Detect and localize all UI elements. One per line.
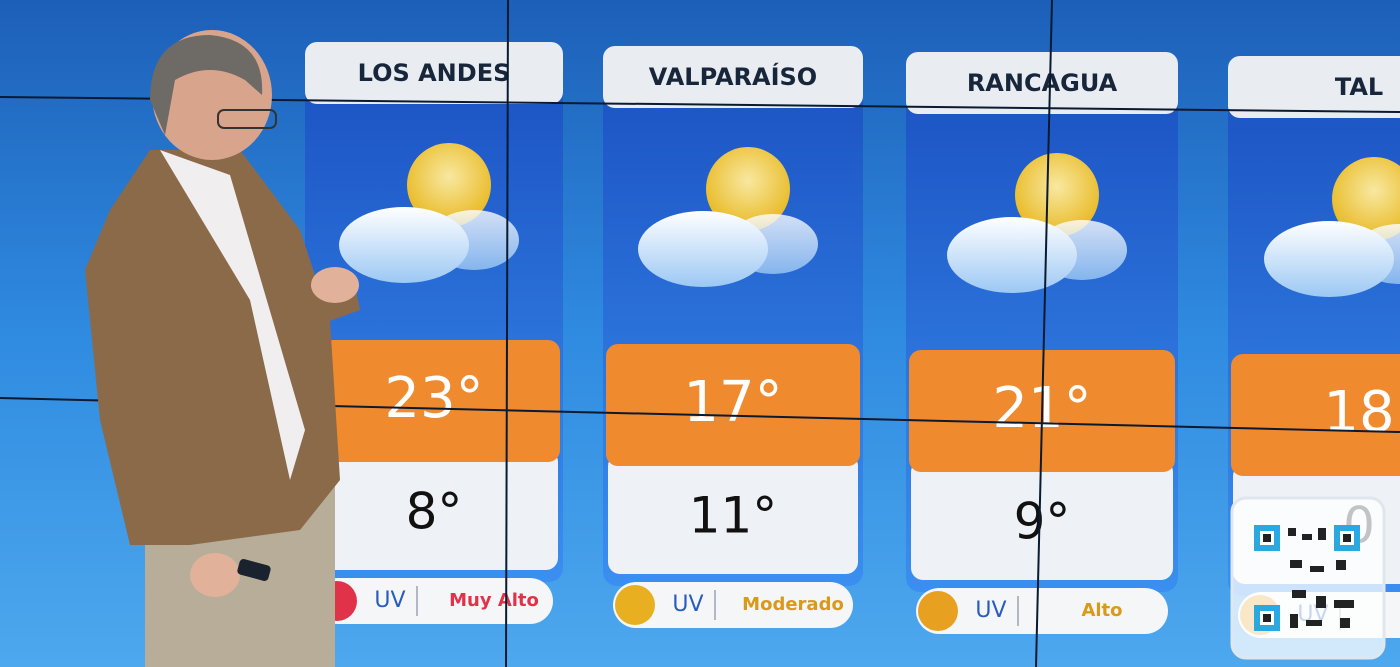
city-name: VALPARAÍSO	[649, 62, 817, 91]
uv-pill	[613, 582, 853, 628]
city-name: TAL	[1335, 73, 1383, 101]
qr-code	[1230, 496, 1386, 660]
uv-level: Muy Alto	[449, 590, 539, 611]
city-header	[603, 46, 863, 108]
forecast-cards: LOS ANDES 23° 8° UV Muy Alto VALPARAÍSO 17° 11°…	[305, 42, 1400, 638]
low-panel	[608, 454, 858, 574]
low-panel	[911, 460, 1173, 580]
sun-icon	[407, 143, 491, 227]
high-temp: 17°	[683, 370, 782, 435]
uv-pill	[916, 588, 1168, 634]
uv-label: UV	[672, 592, 703, 617]
high-panel	[1231, 354, 1400, 476]
sun-icon	[1332, 157, 1400, 241]
uv-label: UV	[374, 588, 405, 613]
forecast-card: LOS ANDES 23° 8° UV Muy Alto	[305, 42, 563, 624]
city-name: RANCAGUA	[967, 69, 1118, 97]
city-name: LOS ANDES	[358, 59, 511, 87]
uv-level: Alto	[1081, 600, 1122, 621]
forecast-card: VALPARAÍSO 17° 11° UV Moderado	[603, 46, 863, 628]
presenter	[85, 30, 360, 667]
cloud-icon	[947, 217, 1077, 293]
sun-icon	[706, 147, 790, 231]
city-header	[906, 52, 1178, 114]
uv-label: UV	[975, 598, 1006, 623]
cloud-icon	[638, 211, 768, 287]
city-header	[305, 42, 563, 104]
low-temp: 8°	[406, 483, 463, 541]
cloud-icon	[1264, 221, 1394, 297]
low-temp: 9°	[1014, 493, 1071, 551]
high-temp: 18	[1323, 380, 1394, 445]
low-panel	[310, 450, 558, 570]
city-header	[1228, 56, 1400, 118]
high-panel	[606, 344, 860, 466]
high-panel	[308, 340, 560, 462]
sun-icon	[1015, 153, 1099, 237]
uv-pill	[315, 578, 553, 624]
high-temp: 23°	[384, 366, 483, 431]
low-temp: 11°	[689, 487, 778, 545]
cloud-icon	[339, 207, 469, 283]
uv-icon	[918, 591, 958, 631]
uv-level: Moderado	[742, 594, 844, 615]
uv-icon	[615, 585, 655, 625]
